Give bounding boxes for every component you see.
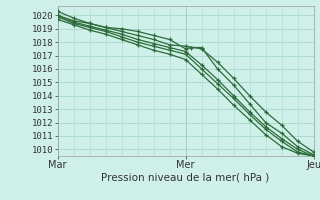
X-axis label: Pression niveau de la mer( hPa ): Pression niveau de la mer( hPa ) — [101, 173, 270, 183]
